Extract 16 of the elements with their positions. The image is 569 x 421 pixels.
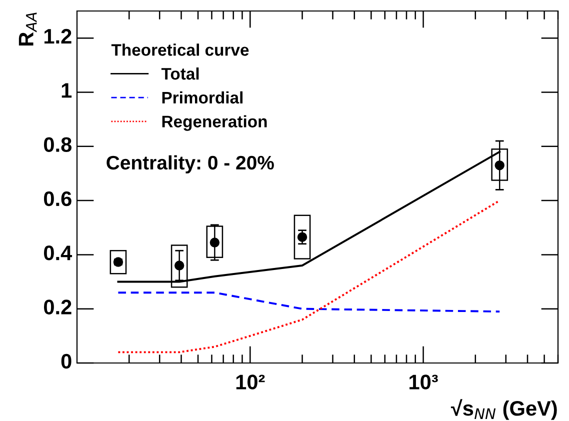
legend-label: Primordial (162, 91, 242, 104)
legend-label: Regeneration (162, 115, 267, 131)
y-tick-label: 1 (62, 83, 72, 98)
y-tick-label: 0.6 (44, 191, 72, 206)
y-tick-label: 0.8 (44, 137, 72, 152)
y-tick-label: 0 (61, 354, 72, 369)
x-tick-label: 10³ (410, 374, 438, 390)
y-tick-label: 0.2 (44, 300, 72, 314)
legend-label: Total (161, 67, 199, 80)
y-tick-label: 0.4 (44, 246, 72, 260)
annotation: Centrality: 0 - 20% (106, 155, 274, 174)
y-axis-title: R$_{AA}$ (18, 12, 37, 46)
legend-title: Theoretical curve (111, 44, 249, 56)
x-tick-label: 10² (236, 374, 265, 390)
y-tick-label: 1.2 (44, 28, 72, 44)
x-axis-title: √s$_{NN}$ (GeV) (450, 399, 557, 420)
